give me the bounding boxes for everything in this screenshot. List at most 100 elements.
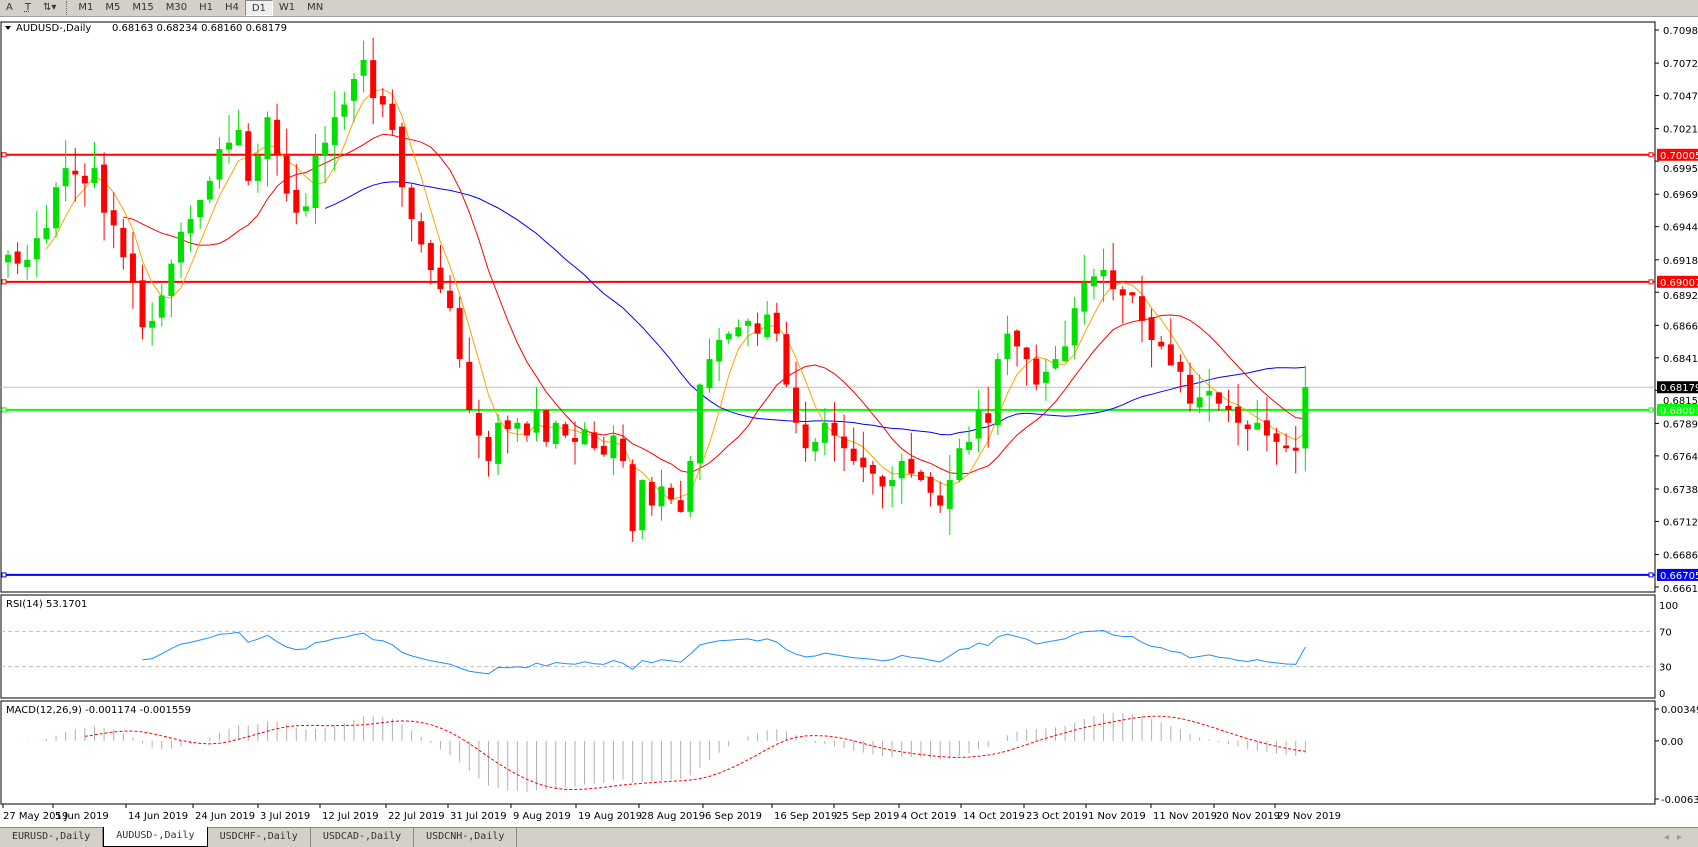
chart-tabs: EURUSD-,Daily AUDUSD-,Daily USDCHF-,Dail… [0,827,1698,847]
tab-eurusd[interactable]: EURUSD-,Daily [0,828,104,847]
level-handle[interactable] [1648,279,1654,285]
candle-body [1196,397,1203,408]
candle-body [802,424,809,449]
candle-body [908,458,915,474]
text-tool-icon[interactable]: A [6,2,13,13]
moving-average-fast [46,88,1306,501]
candle-body [591,432,598,449]
date-label: 28 Aug 2019 [641,811,705,822]
candle-body [1052,359,1059,369]
candle-body [1292,447,1299,451]
candle-body [389,103,396,130]
date-label: 1 Nov 2019 [1088,811,1146,822]
candle-body [523,423,530,436]
candle-body [1273,433,1280,442]
candle-body [81,175,88,184]
candle-body [370,60,377,99]
candle-body [504,420,511,430]
text-label-tool-icon[interactable]: T [24,2,31,13]
toolbar-separator [66,1,68,15]
candle-body [322,142,329,157]
candle-body [1254,422,1261,430]
candle-body [821,422,828,443]
candle-body [937,495,944,506]
level-price-label: 0.69007 [1660,278,1698,289]
macd-pane [0,700,1656,805]
level-handle[interactable] [1,279,7,285]
arrows-tool-icon[interactable]: ⇅▾ [42,2,57,13]
tab-audusd[interactable]: AUDUSD-,Daily [103,827,208,847]
candle-body [187,219,194,234]
tab-usdcad[interactable]: USDCAD-,Daily [311,828,415,847]
price-tick-label: 0.68665 [1663,321,1698,332]
level-price-tag [1657,568,1698,581]
candle-body [235,129,242,146]
price-tick-label: 0.68155 [1663,396,1698,407]
candle-body [687,460,694,512]
date-label: 31 Jul 2019 [450,811,507,822]
candle-body [168,263,175,296]
level-price-label: 0.68001 [1660,406,1698,417]
period-m30[interactable]: M30 [165,2,188,13]
date-label: 24 Jun 2019 [195,811,255,822]
candle-body [408,187,415,220]
level-handle[interactable] [1648,152,1654,158]
level-handle[interactable] [1,152,7,158]
macd-tick-label: 0.00349 [1661,705,1698,716]
level-handle[interactable] [1648,407,1654,413]
period-h1[interactable]: H1 [199,2,213,13]
candle-body [889,480,896,487]
level-handle[interactable] [1,572,7,578]
candle-body [350,79,357,101]
candle-body [725,333,732,340]
period-m1[interactable]: M1 [78,2,94,13]
candle-body [1167,344,1174,366]
toolbar: A T ⇅▾ M1 M5 M15 M30 H1 H4 D1 W1 MN [0,0,1698,17]
candle-body [677,500,684,512]
period-d1[interactable]: D1 [244,0,273,16]
candle-body [956,448,963,481]
candle-body [254,155,261,181]
level-price-label: 0.70005 [1660,151,1698,162]
collapse-triangle-icon[interactable] [5,26,11,30]
candle-body [245,131,252,181]
candle-body [91,168,98,184]
tab-usdchf[interactable]: USDCHF-,Daily [208,828,311,847]
symbol-label: AUDUSD-,Daily [16,23,91,34]
level-price-tag [1657,403,1698,416]
candle-body [831,422,838,436]
candle-body [917,471,924,481]
candle-body [543,410,550,442]
date-label: 23 Oct 2019 [1026,811,1088,822]
candle-body [1071,308,1078,346]
candle-body [927,476,934,493]
period-m5[interactable]: M5 [105,2,121,13]
period-mn[interactable]: MN [307,2,324,13]
period-h4[interactable]: H4 [224,2,239,13]
date-label: 16 Sep 2019 [774,811,837,822]
level-handle[interactable] [1648,572,1654,578]
candle-body [639,480,646,531]
candle-body [149,320,156,328]
candle-body [620,438,627,461]
candle-body [1062,346,1069,362]
period-m15[interactable]: M15 [132,2,154,13]
candle-body [331,117,338,145]
candle-body [437,267,444,290]
candle-body [966,441,972,451]
tab-scroll-arrows-icon[interactable]: ◂▸ [1663,832,1690,843]
candle-body [850,448,857,461]
candle-body [1206,390,1213,396]
macd-tick-label: 0.00 [1661,737,1683,748]
tab-usdcnh[interactable]: USDCNH-,Daily [414,828,518,847]
level-handle[interactable] [1,407,7,413]
period-w1[interactable]: W1 [278,2,296,13]
candle-body [33,238,40,260]
candle-body [658,486,665,507]
candle-body [379,96,386,105]
